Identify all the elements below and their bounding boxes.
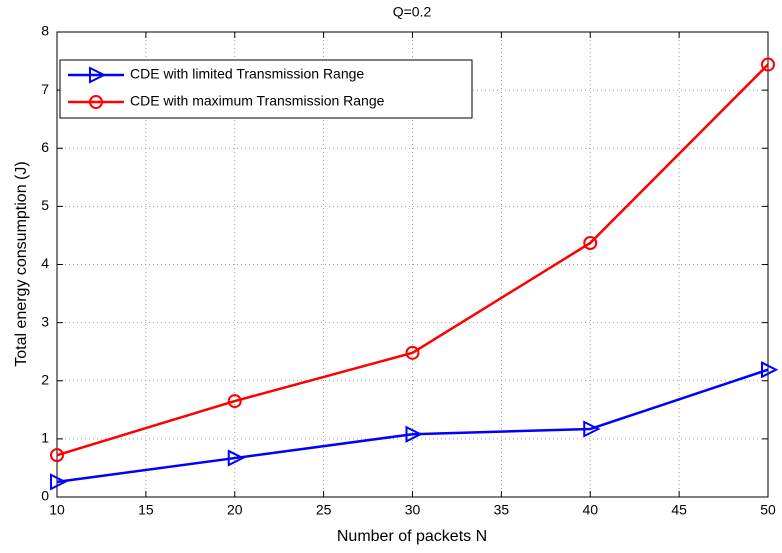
x-tick-label: 40 bbox=[582, 502, 598, 518]
legend-label: CDE with limited Transmission Range bbox=[130, 66, 364, 82]
x-tick-label: 50 bbox=[760, 502, 776, 518]
legend-marker bbox=[89, 66, 107, 84]
x-tick-label: 35 bbox=[494, 502, 510, 518]
y-tick-label: 7 bbox=[41, 81, 49, 97]
marker bbox=[761, 57, 775, 72]
legend-marker bbox=[89, 95, 103, 109]
y-tick-label: 1 bbox=[41, 430, 49, 446]
y-tick-label: 2 bbox=[41, 371, 49, 387]
plot-frame bbox=[56, 31, 769, 498]
x-axis-label: Number of packets N bbox=[337, 528, 487, 545]
chart-title: Q=0.2 bbox=[393, 4, 432, 20]
legend: CDE with limited Transmission Range CDE w… bbox=[59, 59, 473, 119]
marker bbox=[405, 425, 423, 443]
y-tick-label: 3 bbox=[41, 313, 49, 329]
legend-label: CDE with maximum Transmission Range bbox=[130, 93, 385, 109]
x-tick-label: 10 bbox=[49, 502, 65, 518]
marker bbox=[50, 473, 68, 491]
marker bbox=[227, 449, 245, 467]
y-tick-label: 5 bbox=[41, 197, 49, 213]
x-tick-label: 15 bbox=[138, 502, 154, 518]
x-tick-label: 25 bbox=[316, 502, 332, 518]
y-tick-label: 8 bbox=[41, 23, 49, 39]
marker bbox=[761, 361, 779, 379]
marker bbox=[50, 448, 64, 463]
marker bbox=[583, 235, 598, 250]
marker bbox=[583, 420, 601, 438]
marker bbox=[405, 345, 420, 360]
x-tick-label: 30 bbox=[405, 502, 421, 518]
y-tick-label: 4 bbox=[41, 255, 49, 271]
x-tick-label: 45 bbox=[671, 502, 687, 518]
x-tick-label: 20 bbox=[227, 502, 243, 518]
marker bbox=[227, 394, 242, 409]
legend-box bbox=[59, 59, 473, 119]
y-tick-label: 0 bbox=[41, 488, 49, 504]
y-tick-label: 6 bbox=[41, 139, 49, 155]
series-line bbox=[56, 368, 769, 484]
y-axis-label: Total energy consumption (J) bbox=[13, 161, 30, 366]
series-line bbox=[56, 63, 769, 457]
